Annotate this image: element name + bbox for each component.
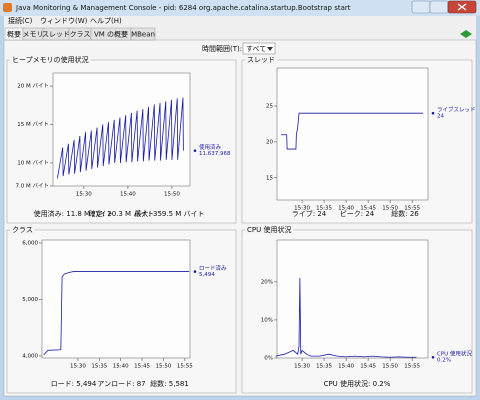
y-tick-label: 4,000 xyxy=(22,353,38,359)
y-tick-label: 0% xyxy=(264,356,273,362)
x-tick-label: 15:45 xyxy=(134,364,150,370)
x-tick-label: 15:50 xyxy=(382,206,398,212)
menu-item[interactable]: ヘルプ(H) xyxy=(90,17,122,25)
x-tick-label: 15:40 xyxy=(338,206,354,212)
x-tick-label: 15:50 xyxy=(164,192,180,198)
x-tick-label: 15:35 xyxy=(91,364,107,370)
legend-marker xyxy=(431,111,435,115)
menu-item[interactable]: ウィンドウ(W) xyxy=(40,17,88,25)
menu-item[interactable]: 接続(C) xyxy=(8,16,33,25)
plot-area xyxy=(276,67,429,201)
connection-icon xyxy=(460,30,472,38)
x-tick-label: 15:45 xyxy=(360,206,376,212)
y-tick-label: 20 xyxy=(266,139,273,145)
chart-title: ヒープメモリの使用状況 xyxy=(12,55,89,64)
plot-area xyxy=(41,239,191,359)
footer-text: 総数: 26 xyxy=(391,209,419,218)
legend-value: 5,494 xyxy=(199,272,215,278)
legend-name: CPU 使用状況 xyxy=(437,350,472,358)
title-background xyxy=(10,56,91,64)
footer-text: 使用済み: 11.8 M バイト xyxy=(34,209,114,218)
footer-text: 総数: 5,581 xyxy=(150,379,189,388)
minimize-button[interactable] xyxy=(411,0,431,14)
x-tick-label: 15:40 xyxy=(120,192,136,198)
x-tick-label: 15:50 xyxy=(382,364,398,370)
x-tick-label: 15:55 xyxy=(177,364,193,370)
legend-name: 使用済み xyxy=(199,143,222,151)
footer-text: 最大: 359.5 M バイト xyxy=(134,209,204,218)
series-line xyxy=(43,271,190,356)
plot-area xyxy=(52,72,191,187)
x-tick-label: 15:35 xyxy=(316,364,332,370)
footer-text: ピーク: 24 xyxy=(340,210,375,218)
x-tick-label: 15:45 xyxy=(360,364,376,370)
y-tick-label: 25 xyxy=(266,104,273,110)
x-tick-label: 15:35 xyxy=(316,206,332,212)
y-tick-label: 15 xyxy=(266,175,273,181)
footer-text: CPU 使用状況: 0.2% xyxy=(324,379,391,388)
tab-label[interactable]: スレッド xyxy=(42,31,70,39)
plot-area xyxy=(276,239,429,359)
window-title: Java Monitoring & Management Console - p… xyxy=(15,4,351,12)
legend-marker xyxy=(193,270,197,273)
footer-text: アンロード: 87 xyxy=(97,380,145,388)
legend-marker xyxy=(431,355,435,359)
series-line xyxy=(57,97,184,179)
y-tick-label: 10 M バイト xyxy=(17,159,49,166)
title-bar xyxy=(0,0,480,16)
legend-value: 0.2% xyxy=(437,358,451,364)
time-range-value[interactable]: すべて xyxy=(246,45,266,53)
y-tick-label: 6,000 xyxy=(22,240,38,246)
y-tick-label: 5,000 xyxy=(22,297,38,303)
footer-text: ロード: 5,494 xyxy=(51,380,97,388)
time-range-label: 時間範囲(T): xyxy=(202,44,242,53)
x-tick-label: 15:55 xyxy=(404,364,420,370)
tab-label[interactable]: MBean xyxy=(131,31,155,39)
time-range-select[interactable] xyxy=(242,42,276,55)
tab[interactable] xyxy=(130,27,156,41)
chart-title: スレッド xyxy=(247,56,275,64)
dropdown-arrow xyxy=(267,47,273,51)
y-tick-label: 20 M バイト xyxy=(17,83,49,90)
x-tick-label: 15:30 xyxy=(294,364,310,370)
x-tick-label: 15:50 xyxy=(156,364,172,370)
title-background xyxy=(245,226,294,234)
x-tick-label: 15:30 xyxy=(70,364,86,370)
title-background xyxy=(245,56,277,64)
y-tick-label: 7.0 M バイト xyxy=(16,183,50,190)
tab-label[interactable]: 概要 xyxy=(7,30,21,39)
x-tick-label: 15:30 xyxy=(294,206,310,212)
title-background xyxy=(10,226,35,234)
app-icon xyxy=(3,3,12,12)
legend-name: ライブスレッド xyxy=(437,106,476,114)
y-tick-label: 15 M バイト xyxy=(17,121,49,128)
chart-title: CPU 使用状況 xyxy=(247,225,291,234)
footer-text: 確定: 20.3 M バイト xyxy=(89,209,155,218)
chart-title: クラス xyxy=(12,226,33,234)
footer-text: ライブ: 24 xyxy=(292,209,327,218)
legend-value: 11,637,968 xyxy=(199,151,231,157)
series-line xyxy=(280,112,424,150)
x-tick-label: 15:30 xyxy=(76,192,92,198)
legend-name: ロード済み xyxy=(199,264,227,272)
y-tick-label: 10% xyxy=(261,317,273,323)
tab-label[interactable]: VM の概要 xyxy=(94,30,128,39)
y-tick-label: 20% xyxy=(261,279,273,285)
tab-label[interactable]: メモリ xyxy=(23,31,44,39)
x-tick-label: 15:40 xyxy=(113,364,129,370)
x-tick-label: 15:40 xyxy=(338,364,354,370)
maximize-button[interactable] xyxy=(429,0,449,14)
tab-label[interactable]: クラス xyxy=(70,31,91,39)
legend-value: 24 xyxy=(437,114,444,120)
x-tick-label: 15:55 xyxy=(404,206,420,212)
series-line xyxy=(275,278,417,358)
close-icon xyxy=(457,3,467,11)
legend-marker xyxy=(193,149,197,152)
